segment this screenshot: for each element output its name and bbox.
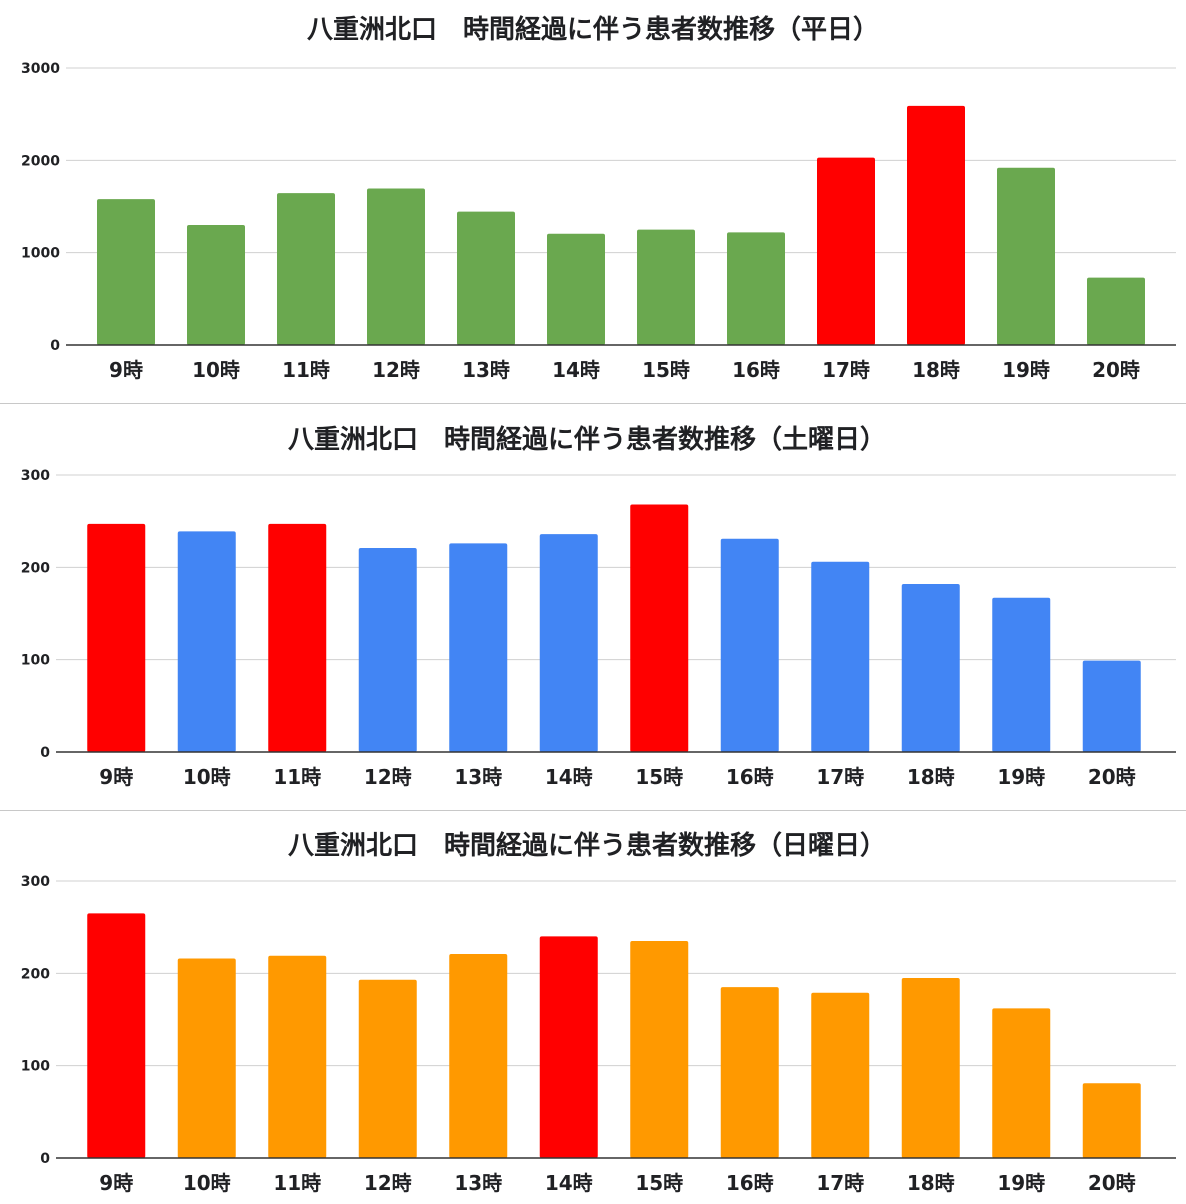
bar — [630, 504, 689, 752]
x-tick-label: 14時 — [545, 765, 593, 789]
chart-divider — [0, 403, 1186, 404]
bar — [727, 232, 785, 345]
chart-panel-weekday: 八重洲北口 時間経過に伴う患者数推移（平日） 0 1000 2000 3000 9時 10… — [0, 0, 1186, 403]
x-tick-label: 20時 — [1088, 765, 1136, 789]
bar — [187, 224, 245, 345]
x-tick-label: 13時 — [454, 1171, 502, 1195]
x-tick-label: 11時 — [273, 765, 321, 789]
chart-title: 八重洲北口 時間経過に伴う患者数推移（平日） — [307, 14, 879, 45]
bar — [449, 543, 508, 752]
chart-divider — [0, 810, 1186, 811]
bar — [901, 583, 960, 752]
y-tick-label: 0 — [50, 338, 60, 354]
bar — [720, 538, 779, 752]
x-tick-label: 18時 — [912, 358, 960, 382]
bar — [539, 936, 598, 1158]
x-tick-label: 16時 — [732, 358, 780, 382]
bar — [1087, 277, 1145, 345]
bar-chart-sunday: 八重洲北口 時間経過に伴う患者数推移（日曜日） 0 100 200 300 9時 10時 1… — [21, 830, 1176, 1195]
bar — [177, 531, 236, 752]
y-tick-label: 0 — [40, 1151, 50, 1167]
y-tick-label: 3000 — [21, 61, 60, 77]
bar — [277, 193, 335, 345]
y-tick-label: 200 — [21, 560, 50, 576]
y-tick-label: 100 — [21, 653, 50, 669]
x-tick-label: 14時 — [545, 1171, 593, 1195]
y-tick-label: 300 — [21, 468, 50, 484]
bar — [1082, 660, 1141, 752]
x-tick-label: 19時 — [997, 1171, 1045, 1195]
x-tick-label: 14時 — [552, 358, 600, 382]
bar — [630, 941, 689, 1158]
bar — [817, 157, 875, 345]
bar — [811, 992, 870, 1158]
bar — [97, 199, 155, 345]
x-tick-label: 20時 — [1092, 358, 1140, 382]
x-tick-label: 17時 — [822, 358, 870, 382]
bar — [907, 105, 965, 346]
x-tick-label: 12時 — [364, 765, 412, 789]
y-tick-label: 1000 — [21, 246, 60, 262]
bar — [997, 167, 1055, 345]
bar — [177, 958, 236, 1158]
x-tick-label: 15時 — [635, 765, 683, 789]
x-tick-label: 12時 — [372, 358, 420, 382]
x-tick-label: 9時 — [99, 765, 133, 789]
x-tick-label: 20時 — [1088, 1171, 1136, 1195]
bar — [358, 547, 417, 752]
x-tick-label: 16時 — [726, 765, 774, 789]
x-tick-label: 13時 — [462, 358, 510, 382]
x-tick-label: 9時 — [109, 358, 143, 382]
y-tick-label: 100 — [21, 1059, 50, 1075]
x-tick-label: 18時 — [907, 1171, 955, 1195]
bar — [358, 979, 417, 1158]
chart-panel-saturday: 八重洲北口 時間経過に伴う患者数推移（土曜日） 0 100 200 300 9時 10時 1… — [0, 404, 1186, 810]
bar — [992, 1008, 1051, 1158]
x-tick-label: 12時 — [364, 1171, 412, 1195]
bar — [87, 523, 146, 752]
y-tick-label: 200 — [21, 966, 50, 982]
bar — [87, 913, 146, 1158]
bar — [720, 987, 779, 1158]
bar — [268, 955, 327, 1158]
x-tick-label: 10時 — [183, 765, 231, 789]
chart-panel-sunday: 八重洲北口 時間経過に伴う患者数推移（日曜日） 0 100 200 300 9時 10時 1… — [0, 811, 1186, 1204]
chart-title: 八重洲北口 時間経過に伴う患者数推移（日曜日） — [288, 830, 886, 861]
bar — [457, 211, 515, 345]
bar — [811, 561, 870, 752]
bar-chart-weekday: 八重洲北口 時間経過に伴う患者数推移（平日） 0 1000 2000 3000 9時 10… — [21, 14, 1176, 382]
x-tick-label: 10時 — [183, 1171, 231, 1195]
bar — [268, 523, 327, 752]
x-tick-label: 9時 — [99, 1171, 133, 1195]
bar — [539, 534, 598, 752]
bar — [367, 188, 425, 345]
y-tick-label: 0 — [40, 745, 50, 761]
chart-title: 八重洲北口 時間経過に伴う患者数推移（土曜日） — [288, 424, 886, 455]
x-tick-label: 17時 — [816, 765, 864, 789]
bar — [1082, 1083, 1141, 1158]
x-tick-label: 15時 — [642, 358, 690, 382]
x-tick-label: 18時 — [907, 765, 955, 789]
x-tick-label: 19時 — [1002, 358, 1050, 382]
y-tick-label: 300 — [21, 874, 50, 890]
x-tick-label: 11時 — [282, 358, 330, 382]
bar — [449, 953, 508, 1158]
bar — [637, 229, 695, 345]
bar — [547, 233, 605, 345]
x-tick-label: 19時 — [997, 765, 1045, 789]
x-tick-label: 15時 — [635, 1171, 683, 1195]
y-tick-label: 2000 — [21, 153, 60, 169]
bar-chart-saturday: 八重洲北口 時間経過に伴う患者数推移（土曜日） 0 100 200 300 9時 10時 1… — [21, 424, 1176, 789]
x-tick-label: 16時 — [726, 1171, 774, 1195]
x-tick-label: 11時 — [273, 1171, 321, 1195]
bar — [992, 597, 1051, 752]
x-tick-label: 10時 — [192, 358, 240, 382]
x-tick-label: 13時 — [454, 765, 502, 789]
x-tick-label: 17時 — [816, 1171, 864, 1195]
bar — [901, 977, 960, 1158]
